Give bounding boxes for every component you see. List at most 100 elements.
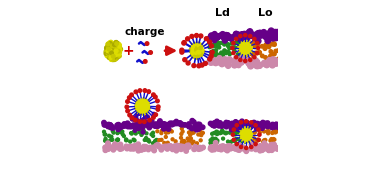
Circle shape <box>229 122 233 127</box>
Circle shape <box>114 49 118 52</box>
Circle shape <box>240 131 243 134</box>
Circle shape <box>148 146 152 150</box>
Circle shape <box>263 145 268 150</box>
Circle shape <box>243 45 247 48</box>
Circle shape <box>113 45 116 48</box>
Circle shape <box>156 108 160 111</box>
Circle shape <box>194 49 197 53</box>
Circle shape <box>263 123 267 128</box>
Circle shape <box>193 54 196 57</box>
Circle shape <box>142 105 145 107</box>
Circle shape <box>170 147 175 152</box>
Circle shape <box>196 55 199 58</box>
Circle shape <box>243 48 246 51</box>
Circle shape <box>183 140 186 143</box>
Circle shape <box>143 102 146 105</box>
Circle shape <box>246 131 249 134</box>
Circle shape <box>191 51 194 54</box>
Circle shape <box>118 50 121 54</box>
Circle shape <box>268 145 273 149</box>
Circle shape <box>193 43 196 46</box>
Circle shape <box>254 45 257 49</box>
Circle shape <box>240 131 243 134</box>
Circle shape <box>274 128 277 131</box>
Circle shape <box>269 50 273 53</box>
Circle shape <box>231 133 234 136</box>
Circle shape <box>221 32 226 37</box>
Circle shape <box>249 58 252 62</box>
Circle shape <box>109 124 114 129</box>
Circle shape <box>244 149 248 154</box>
Circle shape <box>247 129 250 132</box>
Circle shape <box>226 144 230 148</box>
Circle shape <box>256 31 261 36</box>
Circle shape <box>134 145 138 150</box>
Circle shape <box>242 48 245 51</box>
Circle shape <box>245 148 249 152</box>
Circle shape <box>193 52 196 55</box>
Circle shape <box>197 50 200 53</box>
Circle shape <box>276 57 280 61</box>
Circle shape <box>113 56 117 60</box>
Circle shape <box>116 138 119 141</box>
Circle shape <box>222 51 225 55</box>
Circle shape <box>248 134 251 137</box>
Circle shape <box>115 145 119 150</box>
Circle shape <box>242 31 248 37</box>
Circle shape <box>212 44 216 47</box>
Circle shape <box>245 131 248 134</box>
Circle shape <box>194 51 198 54</box>
Circle shape <box>220 53 223 56</box>
Circle shape <box>242 139 245 141</box>
Circle shape <box>136 120 139 123</box>
Circle shape <box>117 47 120 50</box>
Circle shape <box>246 131 249 134</box>
Circle shape <box>190 49 193 53</box>
Circle shape <box>239 58 243 63</box>
Circle shape <box>218 53 222 56</box>
Circle shape <box>216 130 218 133</box>
Circle shape <box>252 141 255 144</box>
Circle shape <box>147 124 151 129</box>
Circle shape <box>242 133 245 136</box>
Circle shape <box>197 42 200 46</box>
Circle shape <box>228 46 231 50</box>
Circle shape <box>196 53 199 56</box>
Circle shape <box>112 54 115 58</box>
Circle shape <box>139 111 141 113</box>
Circle shape <box>214 54 217 57</box>
Circle shape <box>143 111 146 114</box>
Circle shape <box>240 51 243 54</box>
Circle shape <box>178 144 183 148</box>
Circle shape <box>105 47 108 50</box>
Circle shape <box>137 101 140 104</box>
Circle shape <box>149 51 152 54</box>
Circle shape <box>186 61 190 65</box>
Circle shape <box>219 145 224 149</box>
Circle shape <box>209 56 214 61</box>
Circle shape <box>149 120 152 124</box>
Circle shape <box>235 36 240 41</box>
Circle shape <box>118 50 121 54</box>
Circle shape <box>151 120 154 123</box>
Circle shape <box>243 47 246 50</box>
Circle shape <box>239 35 242 38</box>
Circle shape <box>242 43 245 46</box>
Circle shape <box>229 146 234 150</box>
Circle shape <box>226 140 229 143</box>
Circle shape <box>136 110 139 112</box>
Circle shape <box>220 53 223 56</box>
Circle shape <box>144 101 147 104</box>
Circle shape <box>249 47 252 50</box>
Circle shape <box>267 33 273 38</box>
Circle shape <box>251 138 254 141</box>
Circle shape <box>216 147 221 151</box>
Circle shape <box>141 105 144 107</box>
Circle shape <box>114 45 118 48</box>
Circle shape <box>161 122 166 126</box>
Circle shape <box>197 51 200 54</box>
Circle shape <box>197 50 200 53</box>
Circle shape <box>247 31 252 37</box>
Circle shape <box>196 47 199 50</box>
Circle shape <box>246 43 248 46</box>
